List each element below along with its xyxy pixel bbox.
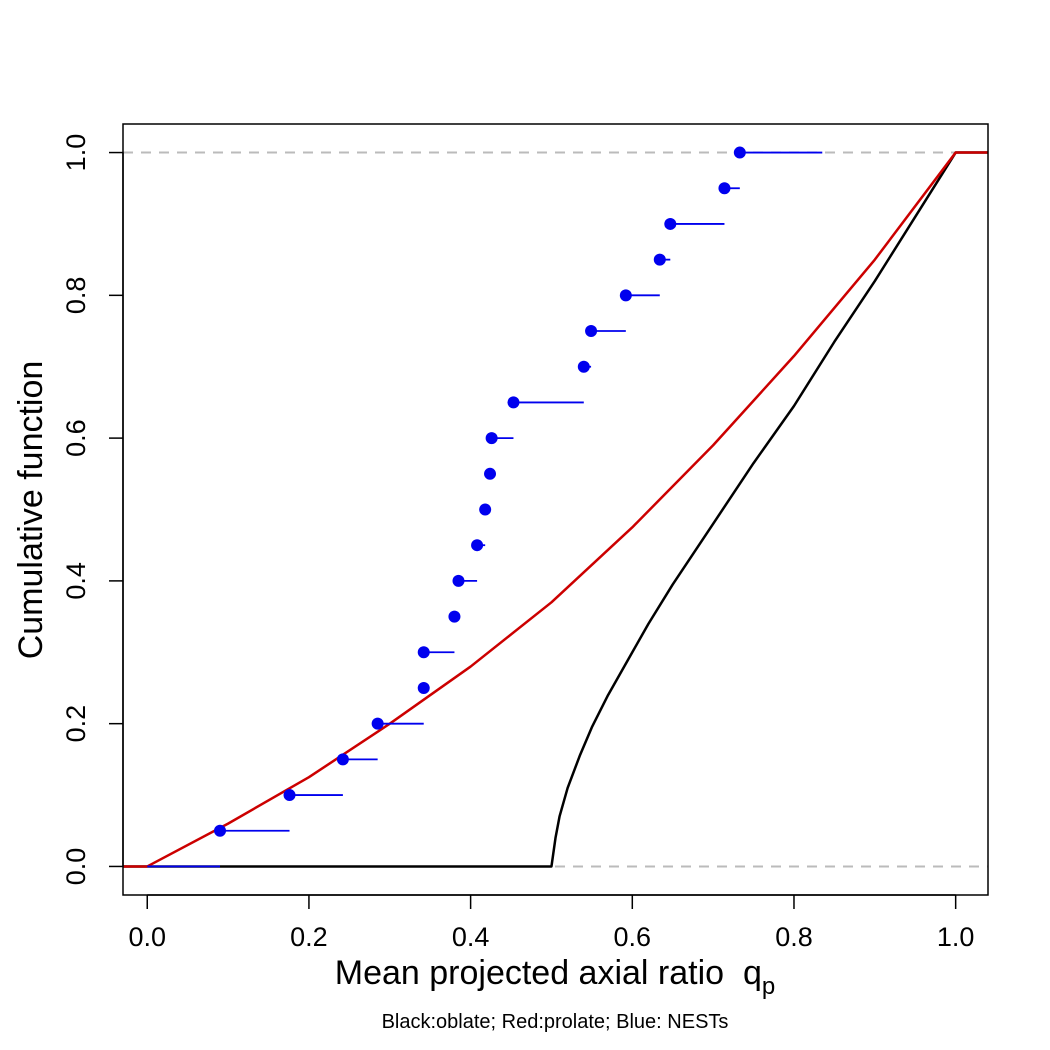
data-point — [484, 467, 497, 480]
series-prolate — [123, 151, 988, 868]
data-point — [577, 360, 590, 373]
series-line-prolate — [123, 151, 988, 868]
data-point — [664, 217, 677, 230]
series-line-oblate — [123, 151, 988, 868]
y-tick-label: 0.2 — [61, 705, 91, 743]
data-point — [336, 753, 349, 766]
x-tick-label: 0.6 — [614, 922, 652, 952]
x-tick-label: 0.4 — [452, 922, 490, 952]
y-tick-label: 0.6 — [61, 419, 91, 457]
series-oblate — [123, 151, 988, 868]
x-axis: 0.0 0.2 0.4 0.6 0.8 1.0 — [128, 894, 975, 952]
data-point — [417, 646, 430, 659]
x-tick-label: 1.0 — [937, 922, 975, 952]
data-point — [653, 253, 666, 266]
y-tick-label: 0.0 — [61, 848, 91, 886]
data-point — [485, 432, 498, 445]
y-tick-label: 0.8 — [61, 277, 91, 315]
x-tick-label: 0.2 — [290, 922, 328, 952]
data-point — [283, 789, 296, 802]
series-layer — [123, 146, 988, 868]
x-tick-label: 0.8 — [775, 922, 813, 952]
data-point — [452, 574, 465, 587]
data-point — [507, 396, 520, 409]
x-axis-title: Mean projected axial ratio qp — [335, 954, 775, 1000]
caption: Black:oblate; Red:prolate; Blue: NESTs — [382, 1011, 729, 1033]
x-axis-title-subscript: p — [762, 973, 775, 1000]
data-point — [619, 289, 632, 302]
y-tick-label: 1.0 — [61, 134, 91, 172]
x-tick-label: 0.0 — [128, 922, 166, 952]
series-NESTs — [147, 146, 823, 868]
data-point — [471, 539, 484, 552]
data-point — [448, 610, 461, 623]
y-axis: 0.0 0.2 0.4 0.6 0.8 1.0 — [61, 134, 124, 886]
x-axis-title-main: Mean projected axial ratio q — [335, 954, 762, 992]
data-point — [585, 325, 598, 338]
data-point — [417, 681, 430, 694]
y-tick-label: 0.4 — [61, 562, 91, 600]
y-axis-title: Cumulative function — [12, 361, 50, 660]
data-point — [214, 824, 227, 837]
data-point — [733, 146, 746, 159]
data-point — [479, 503, 492, 516]
data-point — [718, 182, 731, 195]
data-point — [371, 717, 384, 730]
